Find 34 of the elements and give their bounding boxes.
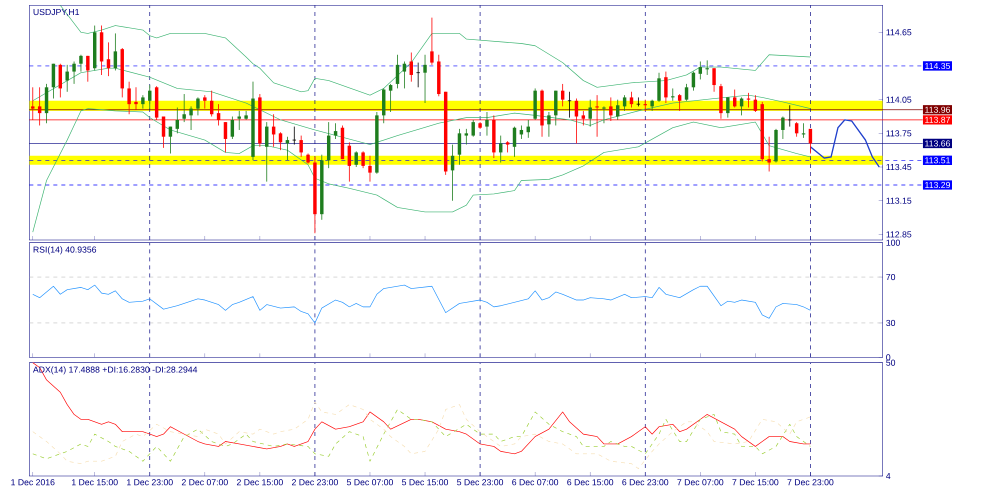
x-tick-label: 7 Dec 23:00	[787, 479, 834, 486]
ref-line-label: 114.35	[925, 62, 950, 70]
y-tick-label: 50	[886, 360, 896, 366]
y-tick-label: 113.45	[886, 164, 912, 170]
ref-line-label: 113.29	[925, 182, 950, 188]
y-tick-label: 30	[886, 320, 896, 326]
x-tick-label: 6 Dec 07:00	[512, 479, 558, 486]
x-tick-label: 6 Dec 15:00	[567, 479, 614, 486]
x-tick-label: 1 Dec 15:00	[72, 479, 118, 486]
ref-line-label: 113.66	[925, 140, 950, 147]
x-tick-label: 2 Dec 15:00	[236, 479, 283, 486]
x-tick-label: 5 Dec 07:00	[346, 479, 393, 486]
y-tick-label: 70	[886, 274, 896, 280]
x-tick-label: 2 Dec 07:00	[182, 479, 228, 486]
y-tick-label: 0	[886, 354, 890, 360]
y-tick-label: 112.85	[886, 231, 912, 238]
ref-line-label: 113.51	[925, 157, 950, 164]
ref-line-label: 113.96	[925, 106, 950, 113]
x-tick-label: 1 Dec 23:00	[127, 479, 173, 486]
x-tick-label: 7 Dec 07:00	[677, 479, 724, 486]
chart-title: RSI(14) 40.9356	[34, 246, 96, 254]
x-tick-label: 6 Dec 23:00	[622, 479, 668, 486]
y-tick-label: 114.05	[886, 96, 912, 103]
y-tick-label: 113.75	[886, 130, 912, 136]
x-tick-label: 1 Dec 2016	[11, 479, 55, 486]
x-tick-label: 5 Dec 23:00	[457, 479, 504, 486]
y-tick-label: 100	[886, 240, 900, 246]
y-tick-label: 114.65	[886, 29, 912, 36]
ref-line-label: 113.87	[925, 116, 950, 123]
x-tick-label: 5 Dec 15:00	[402, 479, 448, 486]
y-tick-label: 113.15	[886, 198, 912, 204]
x-tick-label: 2 Dec 23:00	[292, 479, 338, 486]
x-tick-label: 7 Dec 15:00	[732, 479, 778, 486]
y-tick-label: 4	[886, 473, 890, 479]
